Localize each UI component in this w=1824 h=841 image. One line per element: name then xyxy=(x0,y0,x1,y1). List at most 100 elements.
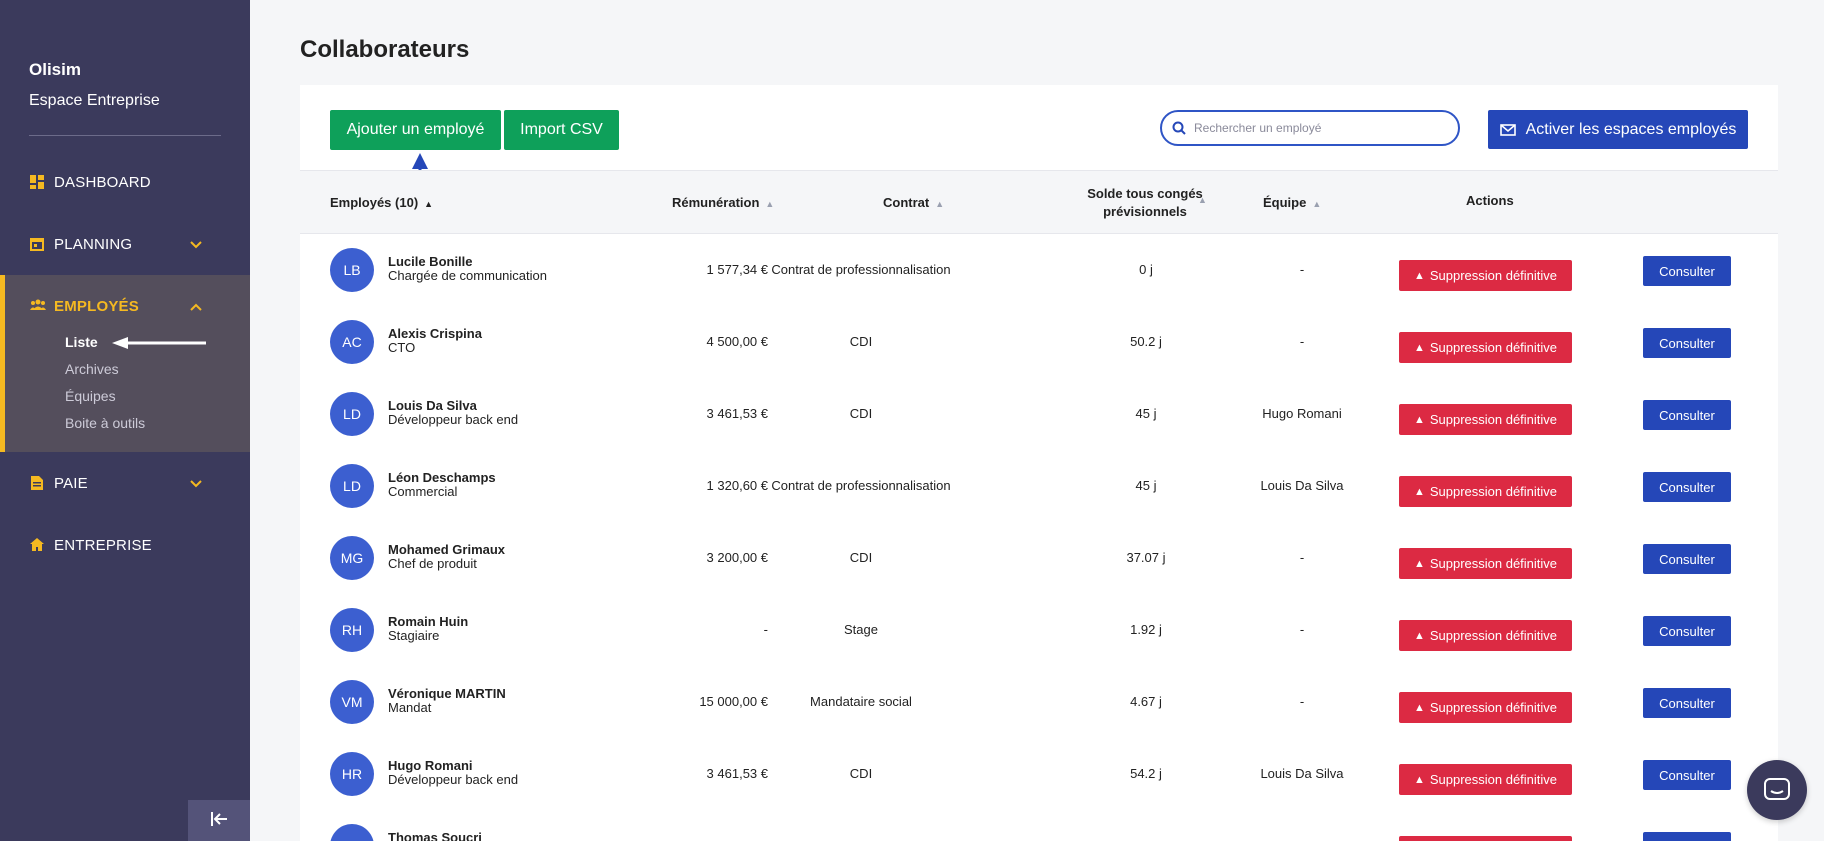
salary-cell: 1 577,34 € xyxy=(706,262,768,277)
salary-cell: 15 000,00 € xyxy=(699,694,768,709)
avatar: RH xyxy=(330,608,374,652)
solde-cell: 45 j xyxy=(1135,406,1157,421)
warning-icon: ▲ xyxy=(1413,629,1425,642)
delete-button[interactable]: ▲ Suppression définitive xyxy=(1399,764,1572,795)
delete-button[interactable]: ▲Suppression définitive xyxy=(1399,476,1572,507)
document-icon xyxy=(30,476,44,490)
contract-cell: CDI xyxy=(849,406,873,421)
delete-label: Suppression définitive xyxy=(1429,700,1558,715)
delete-label: Suppression définitive xyxy=(1429,268,1558,283)
delete-label: Suppression définitive xyxy=(1429,340,1558,355)
warning-icon: ▲ xyxy=(1413,413,1425,426)
delete-label: Suppression définitive xyxy=(1429,772,1558,787)
consult-button[interactable]: Consulter xyxy=(1643,328,1731,358)
consult-button[interactable]: Consulter xyxy=(1643,616,1731,646)
table-row: TS Thomas Soucri ▲Suppression définitive Co… xyxy=(300,810,1778,841)
consult-button[interactable]: Consulter xyxy=(1643,400,1731,430)
salary-cell: 3 461,53 € xyxy=(706,766,768,781)
table-row: VM Véronique MARTIN Mandat 15 000,00 € Manda… xyxy=(300,666,1778,738)
header-salary[interactable]: Rémunération ▲ xyxy=(672,195,775,210)
contract-cell: CDI xyxy=(849,550,873,565)
consult-button[interactable]: Consulter xyxy=(1643,256,1731,286)
sort-icon: ▲ xyxy=(1198,195,1207,205)
table-row: LD Louis Da Silva Développeur back end 3 46… xyxy=(300,378,1778,450)
delete-button[interactable]: ▲Suppression définitive xyxy=(1399,260,1572,291)
header-contract[interactable]: Contrat ▲ xyxy=(883,195,945,210)
import-csv-button[interactable]: Import CSV xyxy=(504,110,619,150)
avatar: LD xyxy=(330,392,374,436)
sort-icon: ▲ xyxy=(765,199,775,209)
table-row: MG Mohamed Grimaux Chef de produit 3 200,00… xyxy=(300,522,1778,594)
org-name: Olisim xyxy=(29,60,81,79)
add-employee-button[interactable]: Ajouter un employé xyxy=(330,110,501,150)
salary-cell: 1 320,60 € xyxy=(706,478,768,493)
activate-employee-spaces-button[interactable]: Activer les espaces employés xyxy=(1488,110,1748,149)
contract-cell: Contrat de professionnalisation xyxy=(771,262,951,277)
nav-employees[interactable]: EMPLOYÉS xyxy=(0,286,250,326)
nav-dashboard[interactable]: DASHBOARD xyxy=(0,162,250,202)
avatar: HR xyxy=(330,752,374,796)
users-icon xyxy=(30,299,46,313)
employee-role: CTO xyxy=(388,340,416,355)
consult-button[interactable]: Consulter xyxy=(1643,760,1731,790)
consult-button[interactable]: Consulter xyxy=(1643,832,1731,841)
delete-button[interactable]: ▲Suppression définitive xyxy=(1399,692,1572,723)
team-cell: Louis Da Silva xyxy=(1260,766,1344,781)
team-cell: - xyxy=(1299,694,1305,709)
employee-name: Véronique MARTIN xyxy=(388,686,506,701)
warning-icon: ▲ xyxy=(1413,773,1425,786)
team-cell: - xyxy=(1299,334,1305,349)
delete-button[interactable]: ▲ Suppression définitive xyxy=(1399,548,1572,579)
nav-label: PLANNING xyxy=(54,235,133,253)
search-field[interactable] xyxy=(1160,110,1460,146)
header-solde[interactable]: Solde tous congés prévisionnels xyxy=(1087,186,1203,219)
contract-cell: Stage xyxy=(844,622,878,637)
nav-planning[interactable]: PLANNING xyxy=(0,224,250,264)
table-row: RH Romain Huin Stagiaire - Stage 1.92 j - ▲ Supp… xyxy=(300,594,1778,666)
delete-label: Suppression définitive xyxy=(1429,412,1558,427)
nav-label: PAIE xyxy=(54,474,88,492)
header-employees[interactable]: Employés (10) ▲ xyxy=(330,195,434,210)
salary-cell: 4 500,00 € xyxy=(706,334,768,349)
home-icon xyxy=(30,538,44,552)
sub-item-archives[interactable]: Archives xyxy=(65,361,119,377)
collapse-sidebar-button[interactable] xyxy=(188,800,250,841)
employee-name: Hugo Romani xyxy=(388,758,473,773)
brand: Olisim Espace Entreprise xyxy=(29,60,160,110)
warning-icon: ▲ xyxy=(1413,557,1425,570)
sub-item-liste[interactable]: Liste xyxy=(65,334,98,350)
delete-label: Suppression définitive xyxy=(1429,556,1558,571)
delete-button[interactable]: ▲ Suppression définitive xyxy=(1399,332,1572,363)
search-input[interactable] xyxy=(1194,121,1444,135)
delete-button[interactable]: ▲ Suppression définitive xyxy=(1399,404,1572,435)
table-header: Employés (10) ▲ Rémunération ▲ Contrat ▲ So… xyxy=(300,170,1778,234)
nav-label: EMPLOYÉS xyxy=(54,297,139,315)
employee-name: Léon Deschamps xyxy=(388,470,496,485)
contract-cell: Mandataire social xyxy=(810,694,912,709)
consult-button[interactable]: Consulter xyxy=(1643,544,1731,574)
sidebar: Olisim Espace Entreprise DASHBOARD PLANN… xyxy=(0,0,250,841)
warning-icon: ▲ xyxy=(1413,341,1425,354)
consult-button[interactable]: Consulter xyxy=(1643,688,1731,718)
chat-button[interactable] xyxy=(1747,760,1807,820)
sub-item-boite-outils[interactable]: Boite à outils xyxy=(65,415,146,431)
consult-button[interactable]: Consulter xyxy=(1643,472,1731,502)
sub-item-equipes[interactable]: Équipes xyxy=(65,388,116,404)
delete-button[interactable]: ▲Suppression définitive xyxy=(1399,620,1572,651)
space-name: Espace Entreprise xyxy=(29,92,160,109)
avatar: LD xyxy=(330,464,374,508)
header-team[interactable]: Équipe ▲ xyxy=(1263,195,1322,210)
nav-entreprise[interactable]: ENTREPRISE xyxy=(0,525,250,565)
delete-button[interactable]: ▲Suppression définitive xyxy=(1399,836,1572,841)
salary-cell: 3 200,00 € xyxy=(706,550,768,565)
sort-icon: ▲ xyxy=(1312,199,1322,209)
employees-card: Ajouter un employé Import CSV Activer le… xyxy=(300,85,1778,841)
employee-role: Développeur back end xyxy=(388,772,519,787)
search-icon xyxy=(1172,121,1186,135)
salary-cell: - xyxy=(763,622,768,637)
nav-paie[interactable]: PAIE xyxy=(0,463,250,503)
table-row: HR Hugo Romani Développeur back end 3 461,5… xyxy=(300,738,1778,810)
employee-name: Mohamed Grimaux xyxy=(388,542,506,557)
mail-icon xyxy=(1499,123,1516,136)
employee-name: Romain Huin xyxy=(388,614,469,629)
